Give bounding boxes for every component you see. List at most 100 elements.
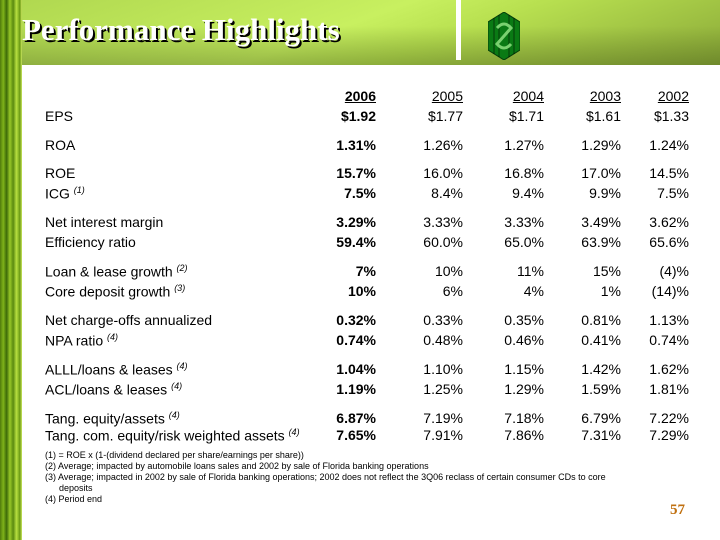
footnote-ref: (1)	[73, 185, 85, 195]
cell-value: 7.29%	[649, 427, 689, 443]
cell-value: 7.86%	[504, 427, 544, 443]
cell-value: 3.29%	[336, 214, 376, 230]
cell-value: 0.46%	[504, 332, 544, 348]
cell-value: 17.0%	[581, 165, 621, 181]
table-row: Tang. equity/assets (4) 6.87% 7.19% 7.18% 6.…	[45, 410, 695, 428]
row-label: ICG (1)	[45, 185, 85, 202]
row-label: ALLL/loans & leases (4)	[45, 361, 188, 378]
cell-value: $1.61	[585, 108, 621, 124]
cell-value: 0.32%	[336, 312, 376, 328]
cell-value: 1.27%	[504, 137, 544, 153]
cell-value: 0.41%	[581, 332, 621, 348]
table-row: ALLL/loans & leases (4) 1.04% 1.10% 1.15% 1.…	[45, 361, 695, 379]
cell-value: 7.18%	[504, 410, 544, 426]
cell-value: 1.13%	[649, 312, 689, 328]
cell-value: 1.24%	[649, 137, 689, 153]
row-label-text: ALLL/loans & leases	[45, 361, 173, 378]
footnote: deposits	[59, 483, 93, 493]
cell-value: 63.9%	[581, 234, 621, 250]
cell-value: 1.62%	[649, 361, 689, 377]
table-row: ROA 1.31% 1.26% 1.27% 1.29% 1.24%	[45, 137, 695, 155]
cell-value: 0.48%	[423, 332, 463, 348]
cell-value: 0.35%	[504, 312, 544, 328]
cell-value: 7%	[355, 263, 376, 279]
left-decorative-stripes	[0, 0, 22, 540]
page-number: 57	[670, 502, 685, 518]
year-header: 2002	[657, 88, 689, 104]
footnote-ref: (4)	[168, 410, 180, 420]
row-label: Tang. equity/assets (4)	[45, 410, 180, 427]
cell-value: 1.29%	[504, 381, 544, 397]
cell-value: 0.74%	[336, 332, 376, 348]
cell-value: 1.25%	[423, 381, 463, 397]
cell-value: $1.71	[508, 108, 544, 124]
table-row: NPA ratio (4) 0.74% 0.48% 0.46% 0.41% 0.74%	[45, 332, 695, 350]
row-label-text: ACL/loans & leases	[45, 381, 168, 398]
row-label-text: Net charge-offs annualized	[45, 312, 213, 328]
row-label-text: ROE	[45, 165, 76, 181]
cell-value: 14.5%	[649, 165, 689, 181]
cell-value: 1.19%	[336, 381, 376, 397]
title-banner	[22, 0, 720, 65]
row-label: EPS	[45, 108, 73, 124]
cell-value: 10%	[434, 263, 463, 279]
table-row: ICG (1) 7.5% 8.4% 9.4% 9.9% 7.5%	[45, 185, 695, 203]
cell-value: 4%	[523, 283, 544, 299]
cell-value: 3.62%	[649, 214, 689, 230]
cell-value: 7.31%	[581, 427, 621, 443]
cell-value: 59.4%	[336, 234, 376, 250]
cell-value: 6.79%	[581, 410, 621, 426]
footnote-ref: (4)	[107, 332, 118, 342]
cell-value: 0.81%	[581, 312, 621, 328]
table-row: EPS $1.92 $1.77 $1.71 $1.61 $1.33	[45, 108, 695, 126]
cell-value: $1.77	[427, 108, 463, 124]
cell-value: 65.0%	[504, 234, 544, 250]
cell-value: $1.92	[340, 108, 376, 124]
table-row: Net charge-offs annualized 0.32% 0.33% 0.35…	[45, 312, 695, 330]
cell-value: 9.9%	[589, 185, 621, 201]
row-label: ROA	[45, 137, 75, 153]
cell-value: 16.8%	[504, 165, 544, 181]
cell-value: 8.4%	[431, 185, 463, 201]
cell-value: 1.10%	[423, 361, 463, 377]
row-label: Tang. com. equity/risk weighted assets (…	[45, 427, 300, 444]
banner-divider	[456, 0, 461, 60]
row-label-text: Net interest margin	[45, 214, 164, 230]
footnote-ref: (4)	[176, 361, 188, 371]
footnote: (3) Average; impacted in 2002 by sale of…	[45, 472, 606, 482]
table-row: Net interest margin 3.29% 3.33% 3.33% 3.49% 3…	[45, 214, 695, 232]
cell-value: (4)%	[659, 263, 689, 279]
year-header: 2006	[344, 88, 376, 104]
cell-value: 6%	[442, 283, 463, 299]
table-row: Efficiency ratio 59.4% 60.0% 65.0% 63.9% 65.6…	[45, 234, 695, 252]
table-row: ACL/loans & leases (4) 1.19% 1.25% 1.29% 1.5…	[45, 381, 695, 399]
footnote: (2) Average; impacted by automobile loan…	[45, 461, 429, 471]
row-label: Core deposit growth (3)	[45, 283, 185, 300]
row-label-text: NPA ratio	[45, 332, 104, 349]
cell-value: 1%	[600, 283, 621, 299]
year-header: 2005	[431, 88, 463, 104]
row-label-text: Loan & lease growth	[45, 263, 173, 280]
row-label: NPA ratio (4)	[45, 332, 118, 349]
year-header: 2003	[589, 88, 621, 104]
cell-value: 1.59%	[581, 381, 621, 397]
row-label-text: Tang. equity/assets	[45, 410, 165, 427]
cell-value: 1.31%	[336, 137, 376, 153]
cell-value: 1.26%	[423, 137, 463, 153]
cell-value: 60.0%	[423, 234, 463, 250]
row-label-text: ICG	[45, 185, 70, 202]
cell-value: 1.81%	[649, 381, 689, 397]
row-label-text: EPS	[45, 108, 74, 124]
row-label: Efficiency ratio	[45, 234, 136, 250]
row-label: ACL/loans & leases (4)	[45, 381, 182, 398]
cell-value: 3.33%	[504, 214, 544, 230]
company-logo-icon	[488, 12, 520, 60]
footnote: (1) = ROE x (1-(dividend declared per sh…	[45, 450, 304, 460]
cell-value: 7.5%	[657, 185, 689, 201]
page-title: Performance Highlights	[22, 12, 340, 47]
cell-value: 7.19%	[423, 410, 463, 426]
footnote-ref: (4)	[288, 427, 300, 437]
footnotes: (1) = ROE x (1-(dividend declared per sh…	[45, 450, 606, 505]
cell-value: 0.33%	[423, 312, 463, 328]
cell-value: 0.74%	[649, 332, 689, 348]
